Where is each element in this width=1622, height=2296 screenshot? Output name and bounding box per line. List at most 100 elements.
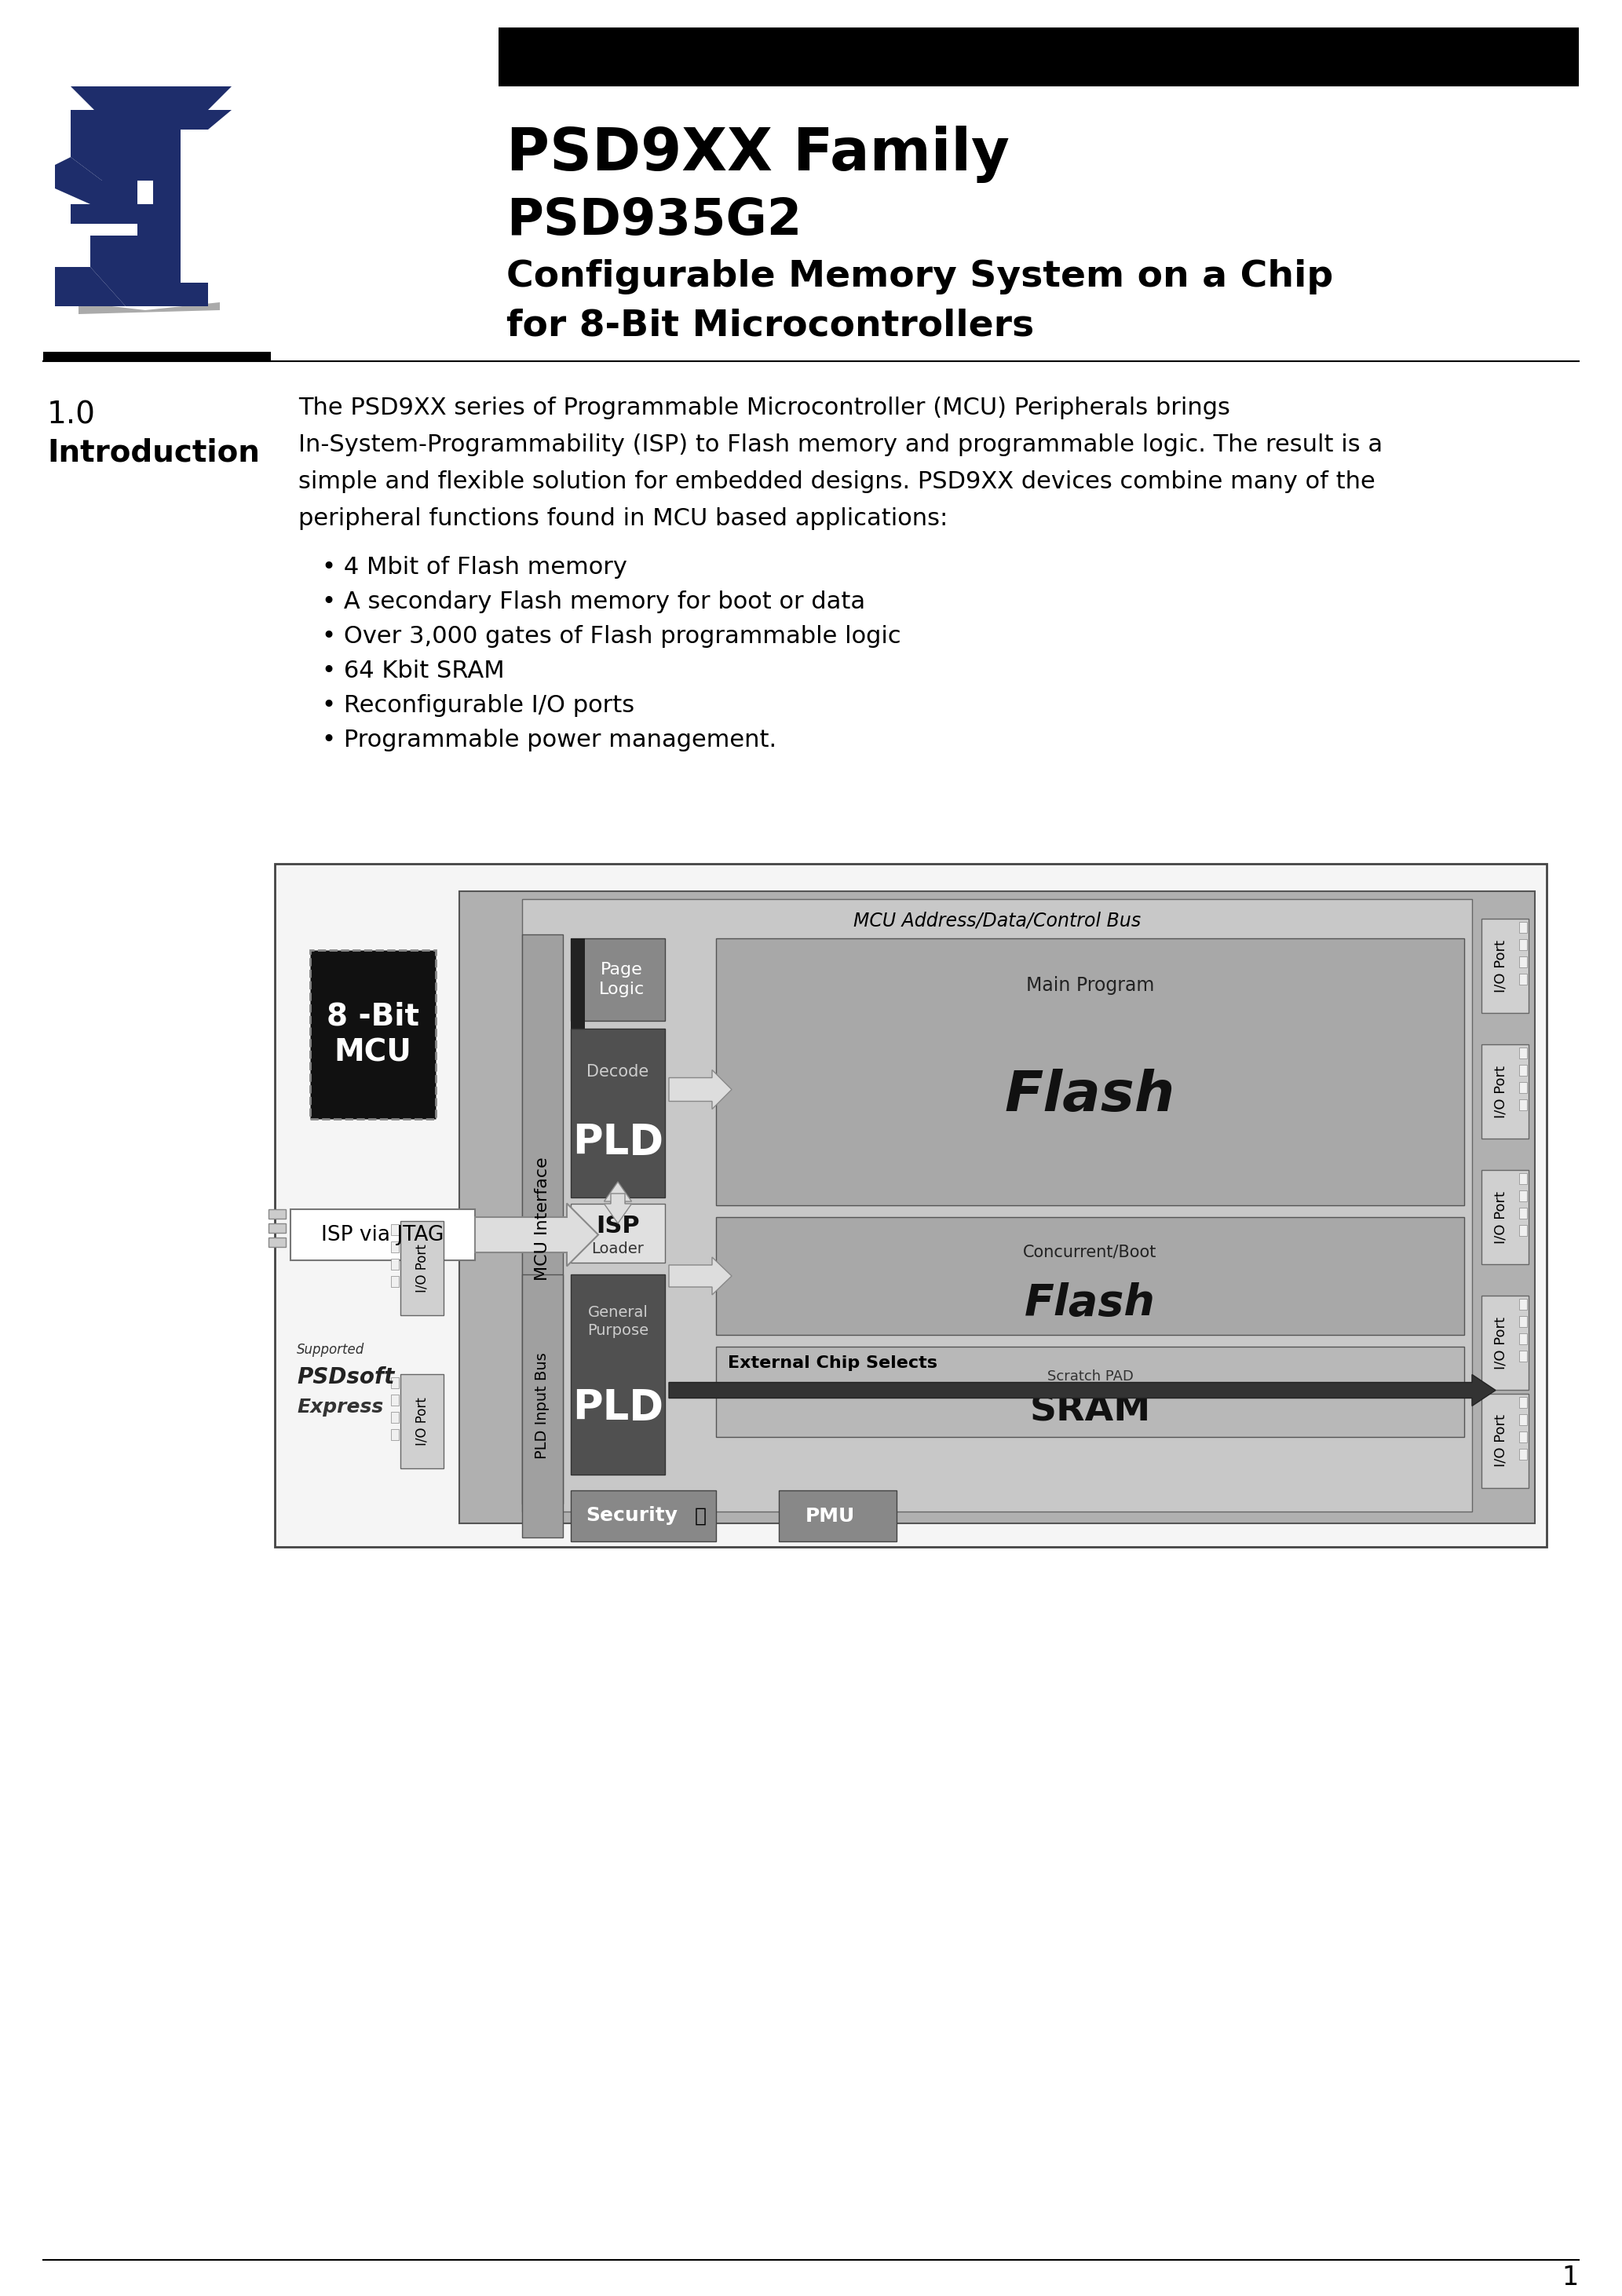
Bar: [1520, 1189, 1526, 1201]
Bar: [269, 1224, 285, 1233]
Text: PSD935G2: PSD935G2: [506, 195, 801, 246]
Bar: [1481, 1295, 1528, 1389]
Text: I/O Port: I/O Port: [1494, 1316, 1508, 1368]
Text: peripheral functions found in MCU based applications:: peripheral functions found in MCU based …: [298, 507, 947, 530]
Polygon shape: [55, 156, 138, 204]
Text: 8 -Bit
MCU: 8 -Bit MCU: [326, 1001, 418, 1068]
Bar: [459, 891, 1534, 1522]
Text: • Reconfigurable I/O ports: • Reconfigurable I/O ports: [321, 693, 634, 716]
Bar: [571, 1490, 715, 1541]
Bar: [1520, 957, 1526, 967]
FancyArrow shape: [668, 1070, 732, 1109]
Bar: [522, 1274, 563, 1538]
Bar: [1520, 1047, 1526, 1058]
Text: • Programmable power management.: • Programmable power management.: [321, 728, 777, 751]
Bar: [1481, 1394, 1528, 1488]
Bar: [391, 1428, 399, 1440]
Bar: [269, 1210, 285, 1219]
Text: Page
Logic: Page Logic: [599, 962, 644, 996]
Text: Express: Express: [297, 1398, 383, 1417]
Text: Main Program: Main Program: [1027, 976, 1155, 994]
Polygon shape: [71, 110, 138, 181]
Bar: [1520, 1396, 1526, 1407]
Bar: [290, 1210, 475, 1261]
Text: PLD: PLD: [573, 1387, 663, 1428]
Text: PMU: PMU: [805, 1506, 855, 1525]
Bar: [1520, 1430, 1526, 1442]
Bar: [1520, 1334, 1526, 1343]
Text: I/O Port: I/O Port: [415, 1396, 430, 1446]
Text: The PSD9XX series of Programmable Microcontroller (MCU) Peripherals brings: The PSD9XX series of Programmable Microc…: [298, 397, 1229, 420]
Text: Introduction: Introduction: [47, 439, 260, 468]
Text: • A secondary Flash memory for boot or data: • A secondary Flash memory for boot or d…: [321, 590, 865, 613]
Text: Concurrent/Boot: Concurrent/Boot: [1023, 1244, 1156, 1261]
Text: In-System-Programmability (ISP) to Flash memory and programmable logic. The resu: In-System-Programmability (ISP) to Flash…: [298, 434, 1382, 457]
Bar: [498, 28, 1578, 87]
Polygon shape: [55, 266, 125, 305]
Bar: [1520, 1300, 1526, 1309]
Bar: [1520, 1065, 1526, 1077]
Text: PSDsoft: PSDsoft: [297, 1366, 394, 1389]
FancyArrow shape: [475, 1203, 599, 1265]
Bar: [391, 1224, 399, 1235]
Bar: [1520, 1449, 1526, 1460]
Text: Security: Security: [586, 1506, 678, 1525]
Bar: [1481, 1171, 1528, 1265]
Bar: [779, 1490, 897, 1541]
Text: 1.0: 1.0: [47, 400, 96, 429]
Bar: [571, 939, 586, 1061]
Bar: [715, 1217, 1465, 1334]
Bar: [571, 939, 665, 1022]
Bar: [401, 1373, 443, 1469]
Text: Scratch PAD: Scratch PAD: [1046, 1368, 1134, 1384]
Text: PLD Input Bus: PLD Input Bus: [535, 1352, 550, 1460]
Polygon shape: [138, 110, 232, 181]
Bar: [391, 1412, 399, 1424]
Text: Configurable Memory System on a Chip: Configurable Memory System on a Chip: [506, 259, 1333, 294]
Bar: [1520, 1100, 1526, 1111]
Bar: [391, 1394, 399, 1405]
Text: PLD: PLD: [573, 1123, 663, 1162]
Bar: [1520, 1208, 1526, 1219]
Bar: [44, 351, 271, 360]
Bar: [522, 934, 563, 1504]
Bar: [391, 1277, 399, 1288]
Text: Loader: Loader: [592, 1242, 644, 1256]
Polygon shape: [78, 303, 221, 315]
Bar: [1481, 918, 1528, 1013]
Bar: [715, 1348, 1465, 1437]
Text: I/O Port: I/O Port: [1494, 1414, 1508, 1467]
Bar: [571, 1203, 665, 1263]
Polygon shape: [71, 204, 152, 305]
Bar: [1520, 1173, 1526, 1185]
Bar: [571, 1029, 665, 1199]
Text: General
Purpose: General Purpose: [587, 1304, 649, 1339]
Bar: [391, 1378, 399, 1389]
Text: I/O Port: I/O Port: [1494, 939, 1508, 992]
Bar: [1520, 1081, 1526, 1093]
Text: I/O Port: I/O Port: [1494, 1192, 1508, 1244]
Text: External Chip Selects: External Chip Selects: [728, 1355, 938, 1371]
Text: I/O Port: I/O Port: [1494, 1065, 1508, 1118]
Polygon shape: [152, 181, 208, 305]
Bar: [1520, 939, 1526, 951]
Bar: [1520, 974, 1526, 985]
Text: MCU Address/Data/Control Bus: MCU Address/Data/Control Bus: [853, 912, 1140, 930]
Text: 1: 1: [1562, 2264, 1578, 2289]
FancyArrow shape: [668, 1375, 1495, 1405]
Text: 🔒: 🔒: [694, 1506, 706, 1525]
Bar: [310, 951, 436, 1118]
Text: • 64 Kbit SRAM: • 64 Kbit SRAM: [321, 659, 504, 682]
Bar: [1520, 1316, 1526, 1327]
Text: ISP: ISP: [595, 1215, 639, 1238]
FancyArrow shape: [668, 1258, 732, 1295]
Text: simple and flexible solution for embedded designs. PSD9XX devices combine many o: simple and flexible solution for embedde…: [298, 471, 1375, 494]
Text: I/O Port: I/O Port: [415, 1244, 430, 1293]
Bar: [1520, 1350, 1526, 1362]
Bar: [1520, 1414, 1526, 1426]
Polygon shape: [71, 87, 232, 110]
Text: • Over 3,000 gates of Flash programmable logic: • Over 3,000 gates of Flash programmable…: [321, 625, 900, 647]
Bar: [571, 1274, 665, 1474]
Bar: [274, 863, 1547, 1548]
Text: MCU Interface: MCU Interface: [535, 1157, 550, 1281]
